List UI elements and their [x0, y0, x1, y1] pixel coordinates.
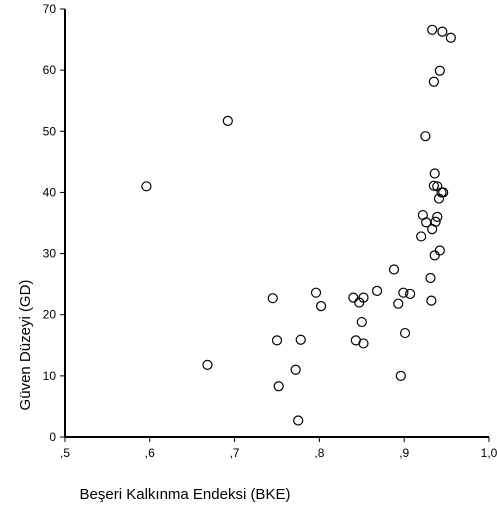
data-point — [405, 288, 416, 300]
data-point — [428, 180, 439, 191]
y-tick-label: 70 — [43, 2, 57, 16]
data-point — [399, 327, 411, 339]
data-point — [429, 250, 440, 261]
data-point — [395, 370, 406, 381]
data-point — [420, 131, 431, 142]
data-point — [427, 24, 438, 35]
data-point — [310, 287, 322, 298]
data-point — [437, 26, 448, 37]
data-point — [295, 334, 306, 345]
data-point — [358, 292, 369, 303]
data-point — [445, 32, 456, 43]
y-tick-label: 20 — [43, 308, 57, 322]
x-ticks: ,5 ,6 ,7 ,8 ,9 1,0 — [60, 437, 497, 460]
x-tick-label: ,9 — [399, 446, 409, 460]
data-point — [222, 115, 233, 126]
data-point — [356, 316, 367, 328]
data-point — [398, 287, 409, 298]
x-tick-label: ,7 — [230, 446, 240, 460]
y-tick-label: 60 — [43, 63, 57, 77]
data-point — [425, 272, 436, 284]
y-tick-label: 10 — [43, 369, 57, 383]
data-point — [371, 285, 383, 296]
data-point — [273, 381, 284, 392]
data-point — [202, 359, 213, 370]
data-point — [432, 211, 443, 222]
data-point — [348, 292, 359, 303]
data-points — [141, 24, 456, 426]
x-tick-label: ,6 — [145, 446, 155, 460]
data-point — [388, 264, 400, 275]
x-tick-label: ,8 — [314, 446, 324, 460]
y-tick-label: 30 — [43, 247, 57, 261]
data-point — [293, 415, 304, 426]
data-point — [434, 65, 445, 76]
data-point — [267, 293, 278, 304]
data-point — [141, 181, 152, 192]
data-point — [428, 76, 439, 87]
data-point — [315, 301, 327, 312]
data-point — [393, 298, 404, 309]
x-tick-label: 1,0 — [481, 446, 497, 460]
data-point — [271, 335, 283, 346]
data-point — [438, 187, 449, 198]
data-point — [434, 245, 445, 256]
data-point — [290, 364, 301, 375]
axes — [64, 9, 489, 438]
data-point — [358, 338, 369, 349]
y-tick-label: 40 — [43, 185, 57, 199]
data-point — [416, 231, 427, 242]
x-axis-title: Beşeri Kalkınma Endeksi (BKE) — [80, 486, 291, 503]
y-axis-title: Güven Düzeyi (GD) — [17, 280, 34, 411]
data-point — [430, 216, 441, 227]
x-tick-label: ,5 — [60, 446, 70, 460]
y-ticks: 0 10 20 30 40 50 60 70 — [43, 2, 65, 444]
y-tick-label: 50 — [43, 124, 57, 138]
data-point — [429, 168, 440, 179]
y-tick-label: 0 — [49, 430, 56, 444]
data-point — [426, 295, 437, 306]
